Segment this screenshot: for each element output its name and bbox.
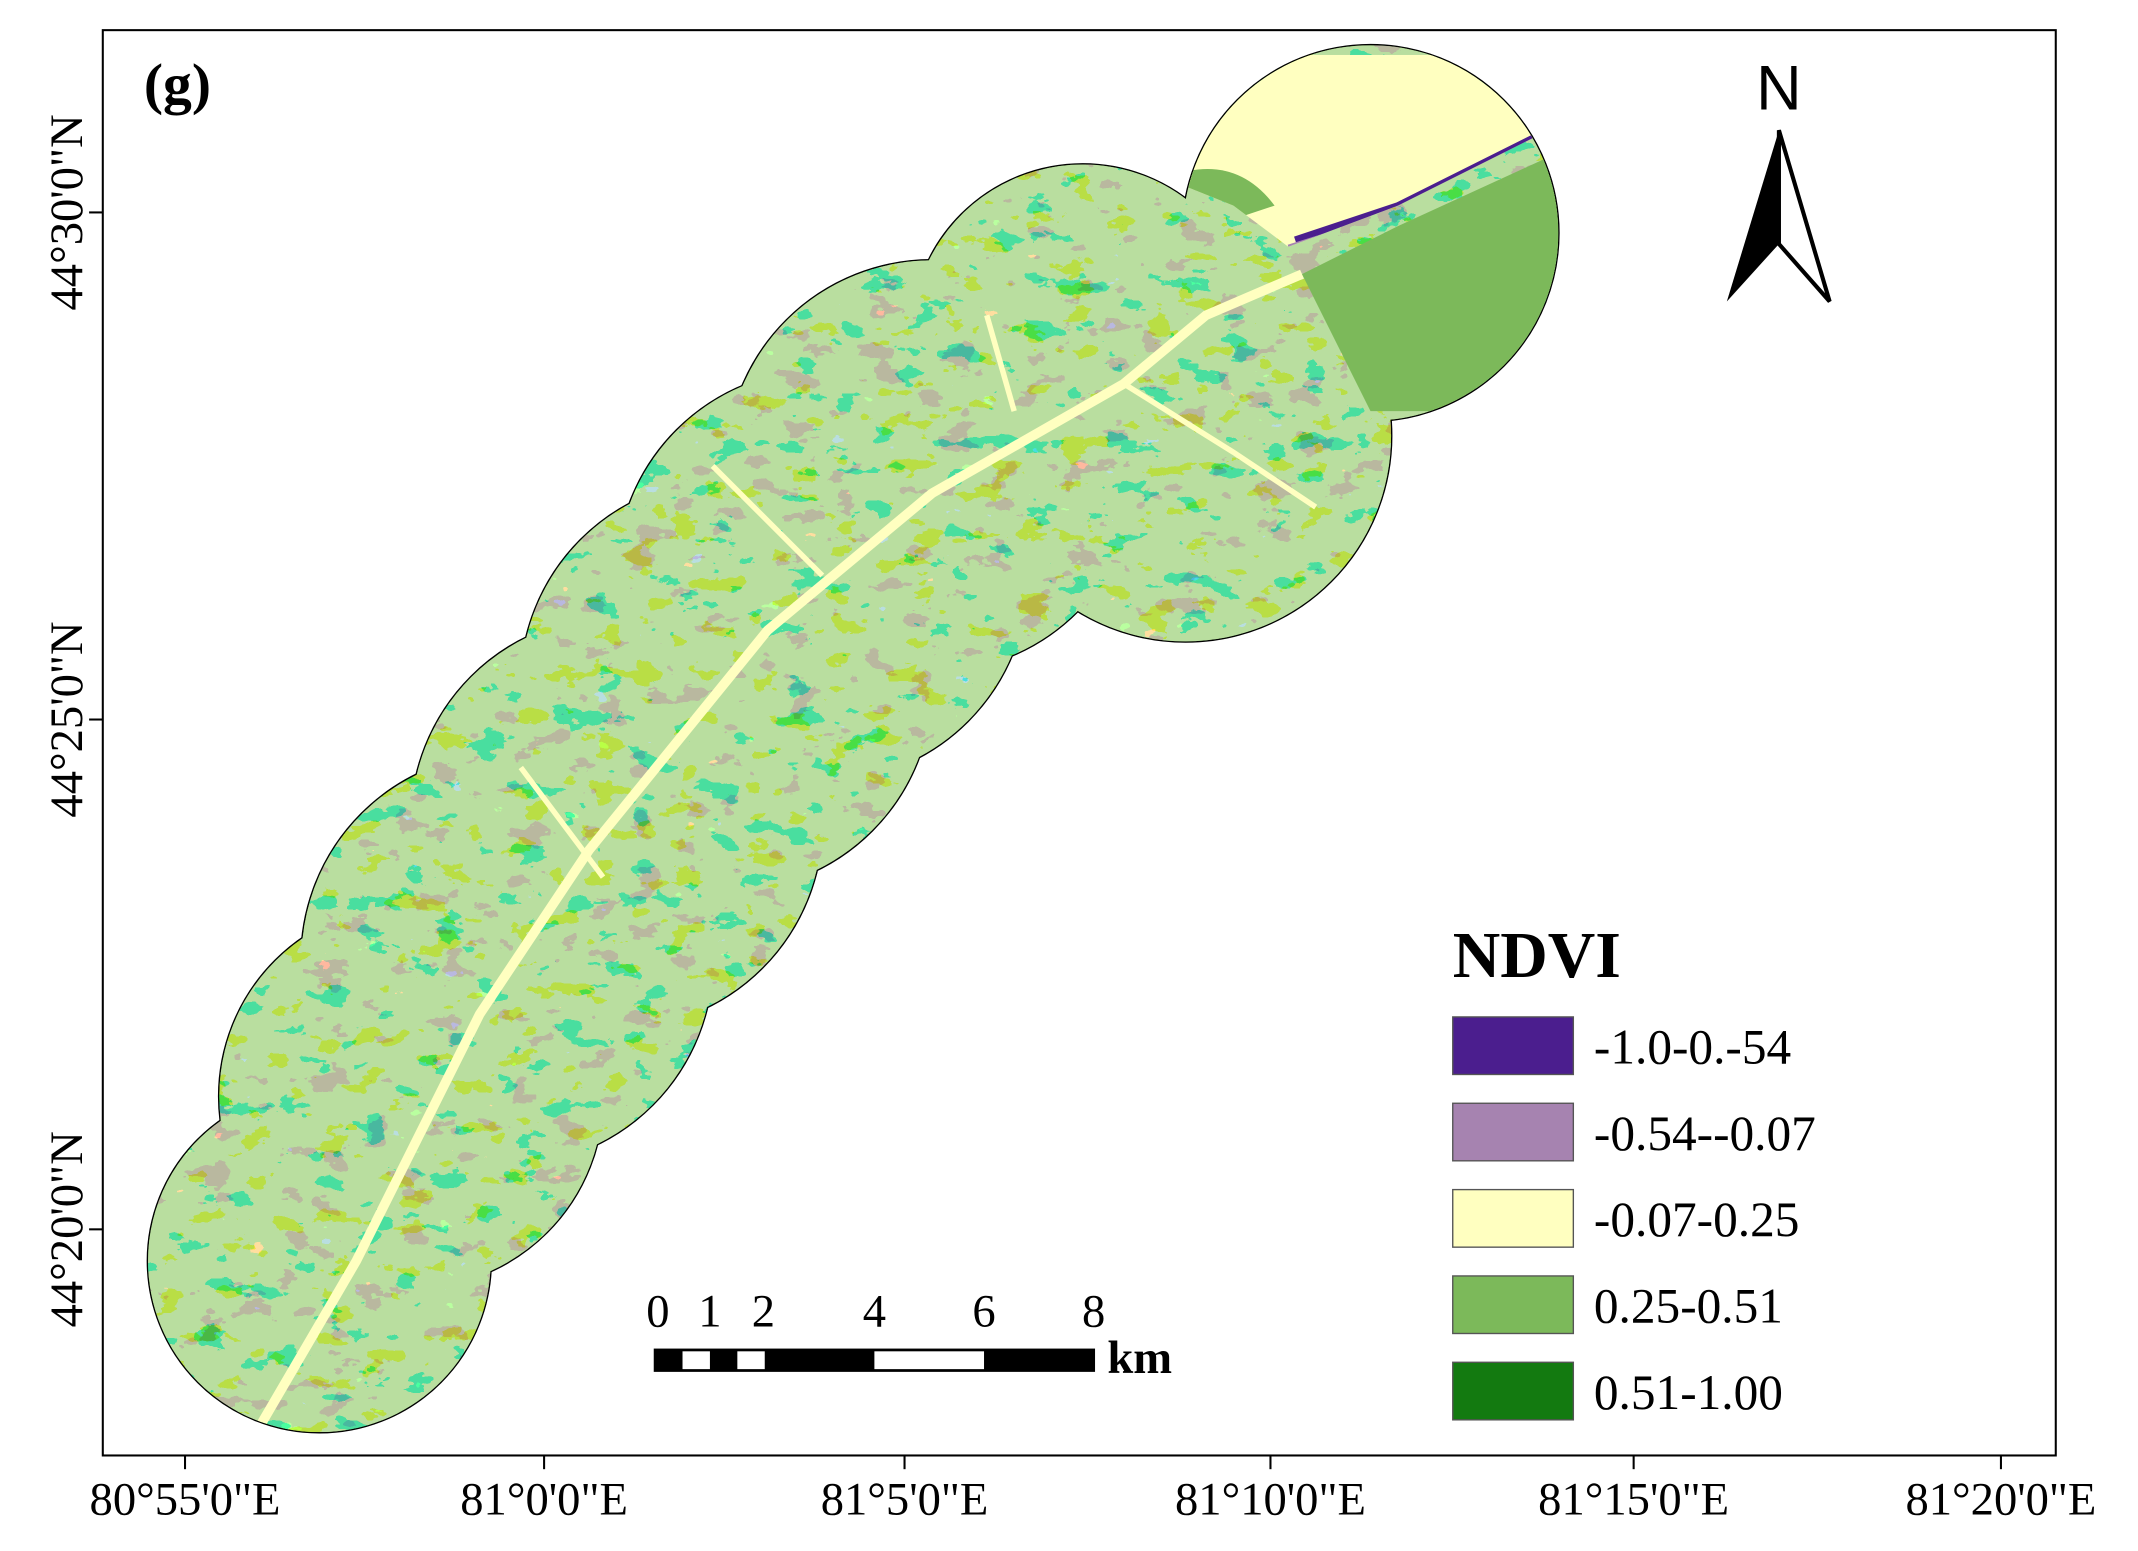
north-label: N (1756, 54, 1802, 124)
legend-label: 0.25-0.51 (1594, 1279, 1783, 1334)
x-tick-label: 81°0'0"E (460, 1473, 628, 1525)
y-tick-label: 44°20'0"N (41, 1131, 93, 1327)
scale-bar: 0 1 2 4 6 8km (646, 1286, 1172, 1385)
scale-label: 8 (1082, 1286, 1105, 1338)
legend-label: -1.0-0.-54 (1594, 1020, 1791, 1075)
legend-label: -0.54--0.07 (1594, 1106, 1816, 1161)
legend-swatch (1452, 1361, 1575, 1421)
legend-swatch (1452, 1275, 1575, 1335)
legend-swatch (1452, 1102, 1575, 1162)
y-tick-label: 44°30'0"N (41, 114, 93, 310)
x-tick-label: 81°15'0"E (1538, 1473, 1729, 1525)
legend-swatch (1452, 1016, 1575, 1076)
legend: NDVI -1.0-0.-54 -0.54--0.07 -0.07-0.25 0.25… (1452, 919, 1816, 1421)
legend-label: -0.07-0.25 (1594, 1192, 1800, 1247)
legend-swatch (1452, 1188, 1575, 1248)
x-tick-label: 80°55'0"E (90, 1473, 281, 1525)
scale-unit: km (1107, 1332, 1172, 1384)
legend-label: 0.51-1.00 (1594, 1365, 1783, 1420)
x-tick-label: 81°20'0"E (1905, 1473, 2096, 1525)
x-tick-label: 81°10'0"E (1175, 1473, 1366, 1525)
north-arrow-right (1776, 129, 1832, 303)
panel-label: (g) (144, 53, 211, 116)
x-axis: 80°55'0"E 81°0'0"E 81°5'0"E 81°10'0"E 81°15'… (90, 1455, 2096, 1525)
legend-title: NDVI (1453, 919, 1621, 992)
scale-label: 1 (698, 1286, 721, 1338)
scale-label: 6 (972, 1286, 995, 1338)
north-arrow-left (1726, 130, 1779, 302)
y-axis: 44°30'0"N 44°25'0"N 44°20'0"N (41, 114, 103, 1327)
x-tick-label: 81°5'0"E (821, 1473, 989, 1525)
scale-label: 2 (752, 1286, 775, 1338)
scale-label: 4 (863, 1286, 886, 1338)
y-tick-label: 44°25'0"N (41, 621, 93, 817)
scale-label: 0 (646, 1286, 669, 1338)
